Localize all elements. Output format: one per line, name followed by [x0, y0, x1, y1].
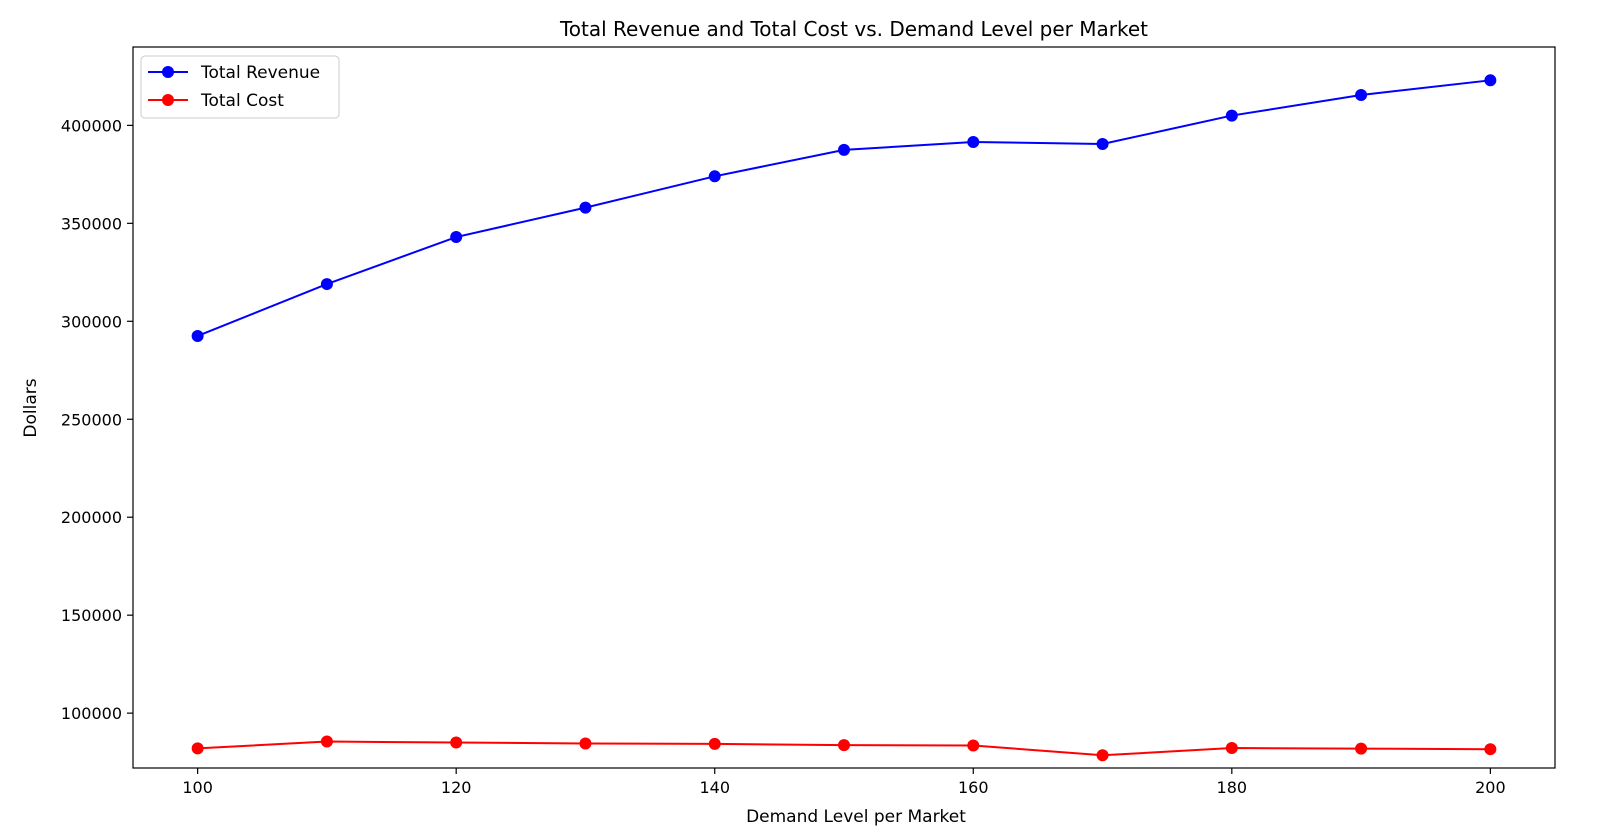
data-point-0 [1096, 137, 1109, 150]
y-tick-label: 100000 [61, 704, 122, 723]
data-point-1 [708, 737, 721, 750]
series-line-0 [197, 79, 1491, 337]
data-point-1 [1225, 742, 1238, 755]
data-point-0 [579, 201, 592, 214]
data-point-0 [838, 143, 850, 156]
data-point-1 [1484, 743, 1497, 756]
x-tick-label: 160 [958, 778, 989, 797]
data-point-1 [450, 736, 463, 749]
data-point-0 [450, 231, 463, 244]
y-tick-label: 200000 [61, 508, 122, 527]
data-point-1 [579, 737, 592, 750]
axis-ticks: 100 120 140 160 180 200 100000 150000 200000 2500… [61, 116, 1506, 797]
chart-title: Total Revenue and Total Cost vs. Demand … [559, 17, 1148, 41]
data-point-0 [708, 170, 721, 183]
data-point-1 [191, 742, 204, 755]
data-point-0 [967, 136, 980, 149]
x-tick-label: 200 [1475, 778, 1506, 797]
data-point-1 [320, 735, 333, 748]
data-point-0 [1484, 74, 1497, 87]
data-point-0 [191, 329, 204, 342]
data-point-0 [320, 278, 333, 291]
data-point-1 [967, 739, 980, 752]
series-layer [191, 74, 1497, 762]
plot-frame [132, 46, 1556, 769]
legend-label-0: Total Revenue [200, 63, 320, 83]
data-point-0 [1355, 89, 1368, 102]
x-tick-label: 120 [441, 778, 472, 797]
y-tick-label: 400000 [61, 116, 122, 135]
legend: Total Revenue Total Cost [140, 55, 340, 119]
y-tick-label: 250000 [61, 410, 122, 429]
y-tick-label: 350000 [61, 214, 122, 233]
data-point-1 [1096, 749, 1109, 762]
x-tick-label: 140 [699, 778, 730, 797]
legend-box [140, 55, 340, 119]
data-point-1 [1355, 742, 1368, 755]
y-tick-label: 150000 [61, 606, 122, 625]
data-point-0 [1225, 109, 1238, 122]
y-axis-label: Dollars [21, 378, 41, 437]
legend-marker-0 [162, 66, 174, 78]
legend-marker-1 [162, 94, 174, 106]
legend-label-1: Total Cost [200, 91, 284, 111]
x-tick-label: 180 [1217, 778, 1248, 797]
y-tick-label: 300000 [61, 312, 122, 331]
x-tick-label: 100 [182, 778, 213, 797]
x-axis-label: Demand Level per Market [746, 807, 966, 827]
data-point-1 [838, 739, 850, 752]
